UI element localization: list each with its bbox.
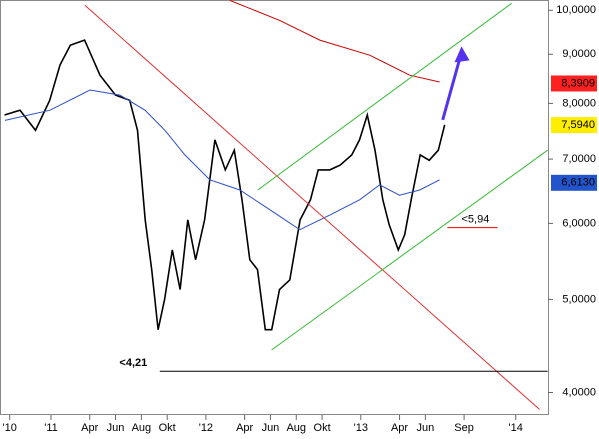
x-tick-label: Jun <box>262 422 280 434</box>
series-line <box>4 39 446 331</box>
x-tick-label: Aug <box>132 422 152 434</box>
price-label: 7,5940 <box>561 119 595 131</box>
arrow-head <box>454 46 470 63</box>
y-tick-label: 8,0000 <box>562 97 596 109</box>
x-tick-label: Apr <box>81 422 98 434</box>
x-tick-label: Jun <box>107 422 125 434</box>
x-tick-label: Okt <box>314 422 331 434</box>
annotation: <5,94 <box>462 213 490 225</box>
series-line <box>441 51 463 121</box>
series-line <box>229 0 440 83</box>
x-tick-label: Okt <box>159 422 176 434</box>
price-label: 8,3909 <box>561 77 595 89</box>
series-line <box>84 4 540 410</box>
x-tick-label: Apr <box>236 422 253 434</box>
price-label-box <box>551 75 597 92</box>
series-line <box>257 2 512 191</box>
x-tick-label: '10 <box>3 422 17 434</box>
y-tick-label: 6,0000 <box>562 217 596 229</box>
y-axis-panel <box>549 0 599 415</box>
x-tick-label: Jun <box>416 422 434 434</box>
series-line <box>4 89 440 231</box>
x-tick-label: '14 <box>509 422 523 434</box>
price-label-box <box>551 117 597 134</box>
x-tick-label: Aug <box>286 422 306 434</box>
y-tick-label: 10,0000 <box>556 4 596 16</box>
y-tick-label: 9,0000 <box>562 48 596 60</box>
annotation: <4,21 <box>119 357 147 369</box>
x-tick-label: '11 <box>44 422 58 434</box>
y-tick-label: 4,0000 <box>562 386 596 398</box>
price-label: 6,6130 <box>561 177 595 189</box>
series-line <box>271 149 548 351</box>
plot-frame <box>0 0 549 415</box>
x-tick-label: '13 <box>354 422 368 434</box>
y-tick-label: 5,0000 <box>562 293 596 305</box>
x-tick-label: '12 <box>199 422 213 434</box>
x-tick-label: Sep <box>454 422 474 434</box>
y-tick-label: 7,0000 <box>562 153 596 165</box>
price-label-box <box>551 174 597 191</box>
x-tick-label: Apr <box>391 422 408 434</box>
